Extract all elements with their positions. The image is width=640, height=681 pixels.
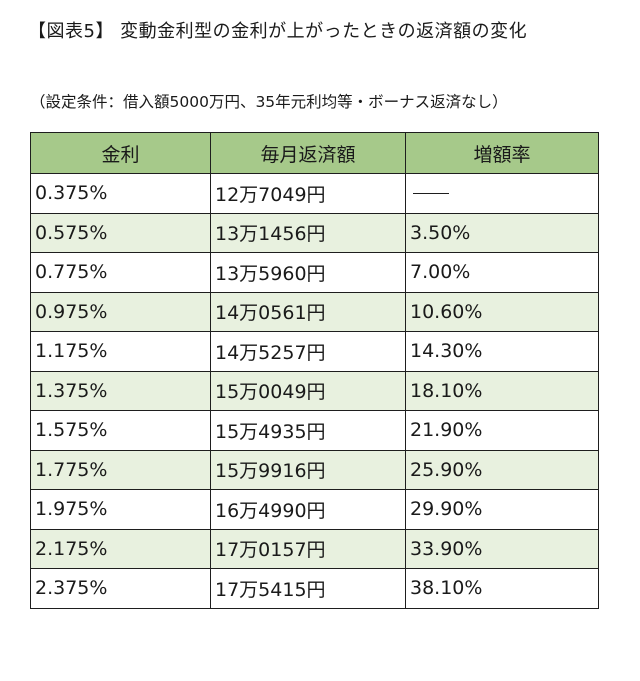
monthly-payment-cell: 15万9916円 [210,449,406,490]
figure-title: 【図表5】 変動金利型の金利が上がったときの返済額の変化 [28,21,528,42]
increase-rate-cell: 10.60% [405,291,599,332]
interest-rate-cell: 2.375% [30,568,211,609]
monthly-payment-cell: 16万4990円 [210,489,406,530]
table-row: 1.175% 14万5257円 14.30% [30,331,599,372]
interest-rate-cell: 1.775% [30,449,211,490]
increase-rate-cell: 7.00% [405,252,599,293]
monthly-payment-cell: 17万5415円 [210,568,406,609]
monthly-payment-cell: 12万7049円 [210,173,406,214]
table-row: 0.775% 13万5960円 7.00% [30,252,599,293]
interest-rate-cell: 0.375% [30,173,211,214]
monthly-payment-cell: 14万0561円 [210,291,406,332]
monthly-payment-cell: 15万4935円 [210,410,406,451]
interest-rate-cell: 1.175% [30,331,211,372]
header-row: 金利 毎月返済額 増額率 [30,132,599,174]
increase-rate-cell: —— [405,173,599,214]
interest-rate-cell: 2.175% [30,528,211,569]
increase-rate-cell: 29.90% [405,489,599,530]
monthly-payment-cell: 15万0049円 [210,370,406,411]
interest-rate-cell: 1.975% [30,489,211,530]
interest-rate-cell: 0.575% [30,212,211,253]
increase-rate-cell: 38.10% [405,568,599,609]
increase-rate-cell: 14.30% [405,331,599,372]
interest-rate-cell: 1.375% [30,370,211,411]
dash-mark: —— [413,193,449,195]
interest-rate-cell: 0.775% [30,252,211,293]
increase-rate-cell: 3.50% [405,212,599,253]
table-row: 0.375% 12万7049円 —— [30,173,599,214]
monthly-payment-cell: 17万0157円 [210,528,406,569]
table-row: 1.975% 16万4990円 29.90% [30,489,599,530]
header-monthly-payment: 毎月返済額 [210,132,406,174]
table-row: 0.975% 14万0561円 10.60% [30,291,599,332]
table-row: 1.375% 15万0049円 18.10% [30,370,599,411]
table-row: 2.375% 17万5415円 38.10% [30,568,599,609]
header-increase-rate: 増額率 [405,132,599,174]
figure-subtitle: （設定条件：借入額5000万円、35年元利均等・ボーナス返済なし） [30,93,508,111]
repayment-table: 金利 毎月返済額 増額率 0.375% 12万7049円 —— 0.575% 1… [30,132,599,609]
table-row: 2.175% 17万0157円 33.90% [30,528,599,569]
interest-rate-cell: 0.975% [30,291,211,332]
increase-rate-cell: 21.90% [405,410,599,451]
header-interest-rate: 金利 [30,132,211,174]
table-row: 1.575% 15万4935円 21.90% [30,410,599,451]
increase-rate-cell: 25.90% [405,449,599,490]
interest-rate-cell: 1.575% [30,410,211,451]
table-row: 0.575% 13万1456円 3.50% [30,212,599,253]
increase-rate-cell: 18.10% [405,370,599,411]
monthly-payment-cell: 13万5960円 [210,252,406,293]
increase-rate-cell: 33.90% [405,528,599,569]
table-row: 1.775% 15万9916円 25.90% [30,449,599,490]
monthly-payment-cell: 14万5257円 [210,331,406,372]
monthly-payment-cell: 13万1456円 [210,212,406,253]
